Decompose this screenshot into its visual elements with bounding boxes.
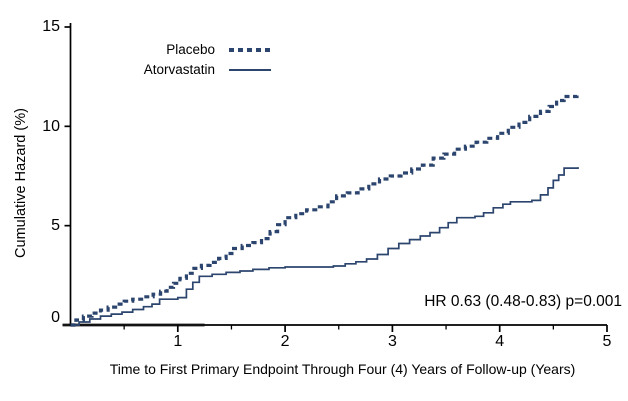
x-axis-title: Time to First Primary Endpoint Through F… bbox=[109, 361, 576, 377]
y-tick-label: 0 bbox=[51, 308, 60, 326]
x-tick-label: 3 bbox=[387, 333, 397, 350]
y-tick-label: 5 bbox=[51, 217, 60, 235]
y-tick-label: 10 bbox=[42, 117, 60, 135]
legend-label-placebo: Placebo bbox=[166, 42, 215, 57]
legend-item-placebo: Placebo bbox=[115, 40, 271, 59]
placebo-curve bbox=[70, 94, 579, 327]
x-tick-label: 2 bbox=[280, 333, 290, 350]
legend-label-atorvastatin: Atorvastatin bbox=[143, 62, 215, 77]
atorvastatin-curve bbox=[70, 167, 579, 326]
legend: Placebo Atorvastatin bbox=[115, 40, 271, 80]
hazard-ratio-annotation: HR 0.63 (0.48-0.83) p=0.001 bbox=[424, 293, 622, 310]
x-tick-label: 1 bbox=[173, 333, 183, 350]
y-axis-title: Cumulative Hazard (%) bbox=[13, 108, 29, 258]
y-tick-label: 15 bbox=[42, 18, 60, 36]
x-tick-label: 4 bbox=[495, 333, 505, 350]
placebo-dashed-line-marker bbox=[229, 47, 271, 52]
legend-item-atorvastatin: Atorvastatin bbox=[115, 60, 271, 79]
x-tick-label: 5 bbox=[602, 333, 612, 350]
atorvastatin-solid-line-marker bbox=[229, 68, 271, 71]
